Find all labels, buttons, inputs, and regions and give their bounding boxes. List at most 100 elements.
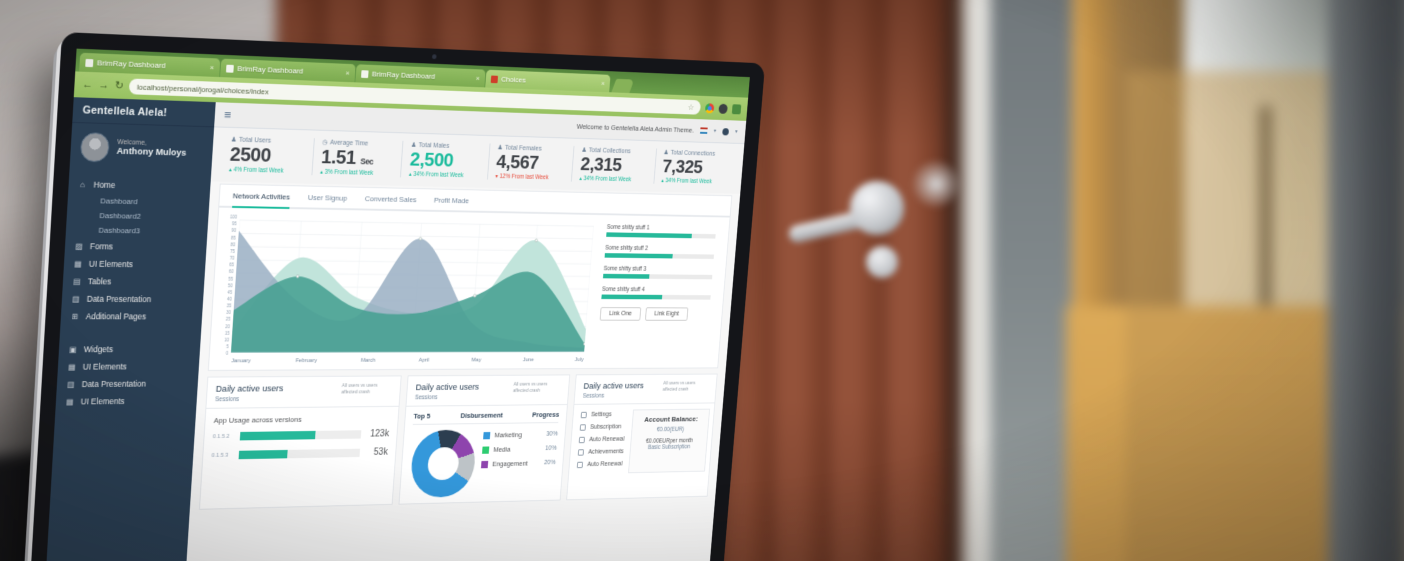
chrome-extension-icon[interactable]	[704, 102, 715, 113]
stat-value: 4,567	[495, 151, 540, 174]
panel-title: Daily active users	[215, 383, 284, 395]
sidebar-item-data-presentation[interactable]: ▥ Data Presentation	[56, 375, 198, 393]
account-plan: Basic Subscription	[647, 444, 691, 451]
laptop-bezel: BrimRay Dashboard × BrimRay Dashboard × Brim…	[23, 32, 766, 561]
link-one-button[interactable]: Link One	[599, 307, 642, 321]
user-menu-icon[interactable]	[722, 127, 730, 136]
tab-converted-sales[interactable]: Converted Sales	[364, 194, 417, 205]
language-flag-icon[interactable]	[699, 127, 708, 134]
settings-item[interactable]: Settings	[581, 412, 627, 419]
donut-row: Marketing 30% Media 10% Engagement 20%	[408, 428, 558, 499]
checkbox-icon[interactable]	[578, 449, 585, 456]
reload-icon[interactable]: ↻	[114, 79, 125, 92]
stat-delta: ▾ 12% From last Week	[495, 173, 549, 182]
daily-active-users-panel-3: Daily active users Sessions All users vs u…	[566, 373, 718, 501]
profile-extension-icon[interactable]	[718, 103, 728, 114]
column-header: Disbursement	[460, 411, 503, 420]
tab-network-activities[interactable]: Network Activities	[232, 192, 291, 208]
column-header: Progress	[532, 410, 560, 419]
legend-label: Media	[493, 445, 511, 454]
chevron-down-icon[interactable]: ▾	[713, 128, 717, 135]
link-buttons: Link One Link Eight	[599, 307, 710, 321]
stat-value: 7,325	[661, 155, 704, 178]
x-tick-label: April	[418, 357, 430, 364]
new-tab-button[interactable]	[611, 78, 635, 94]
settings-label: Auto Renewal	[588, 436, 625, 444]
progress-item: Some shitty stuff 1	[606, 224, 716, 239]
dashboard-app: Gentellela Alela! Welcome, Anthony Muloy…	[42, 97, 747, 561]
sidebar-item-label: UI Elements	[88, 258, 134, 270]
checkbox-icon[interactable]	[577, 461, 584, 469]
checkbox-icon[interactable]	[579, 436, 586, 444]
sidebar-item-ui-elements[interactable]: ▦ UI Elements	[57, 358, 199, 376]
series-slate	[231, 230, 594, 353]
y-tick-label: 45	[227, 289, 233, 295]
panel-title-wrap: Daily active users Sessions	[415, 382, 480, 401]
sidebar-item-ui-elements[interactable]: ▦ UI Elements	[64, 255, 206, 274]
account-balance-card: Account Balance: €0.00(EUR) €0.00EURper mo…	[628, 408, 711, 474]
sidebar-item-data-presentation[interactable]: ▥ Data Presentation	[61, 290, 203, 308]
door-frame	[962, 0, 990, 561]
data-presentation-icon: ▥	[71, 294, 80, 304]
chevron-down-icon[interactable]: ▾	[734, 129, 738, 135]
sidebar-item-ui-elements[interactable]: ▦ UI Elements	[55, 392, 197, 411]
progress-label: Some shitty stuff 2	[605, 245, 649, 252]
y-tick-label: 10	[224, 337, 230, 343]
tab-title: BrimRay Dashboard	[96, 58, 166, 71]
avatar[interactable]	[79, 132, 111, 163]
sidebar-item-label: UI Elements	[82, 361, 127, 372]
progress-column: Some shitty stuff 1 Some shitty stuff 2 So…	[583, 222, 721, 363]
tab-close-icon[interactable]: ×	[345, 68, 351, 78]
account-balance-title: Account Balance:	[644, 415, 699, 424]
stat-delta: ▴ 34% From last Week	[661, 177, 713, 186]
stat-value: 2,500	[409, 148, 455, 172]
stat-tile: ♟ Total Females 4,567 ▾ 12% From last Week	[486, 143, 574, 182]
navbar-welcome-text: Welcome to Gentelella Alela Admin Theme.	[576, 122, 695, 135]
checkbox-icon[interactable]	[580, 424, 587, 431]
tab-profit-made[interactable]: Profit Made	[433, 196, 470, 206]
y-tick-label: 95	[231, 221, 237, 227]
usage-track	[239, 430, 362, 441]
tab-close-icon[interactable]: ×	[475, 73, 481, 83]
progress-track	[602, 273, 713, 280]
widgets-icon: ▣	[69, 344, 77, 354]
tab-title: BrimRay Dashboard	[371, 69, 436, 81]
green-extension-icon[interactable]	[731, 103, 742, 114]
progress-track	[604, 253, 714, 260]
sidebar-item-additional-pages[interactable]: ⊞ Additional Pages	[60, 307, 202, 325]
back-icon[interactable]: ←	[81, 78, 94, 91]
progress-fill	[606, 232, 692, 239]
sidebar-item-widgets[interactable]: ▣ Widgets	[58, 340, 200, 358]
panel-note: All users vs users affected crash	[512, 381, 548, 394]
legend-swatch	[482, 446, 490, 454]
settings-item[interactable]: Subscription	[580, 424, 626, 431]
tab-close-icon[interactable]: ×	[209, 63, 215, 72]
bookmark-star-icon[interactable]: ☆	[687, 102, 695, 112]
link-eight-button[interactable]: Link Eight	[644, 307, 689, 321]
sidebar-item-forms[interactable]: ▨ Forms	[65, 237, 207, 256]
settings-item[interactable]: Auto Renewal	[577, 461, 623, 469]
settings-label: Subscription	[589, 423, 622, 431]
stat-delta: ▴ 34% From last Week	[408, 171, 464, 180]
settings-item[interactable]: Auto Renewal	[579, 436, 625, 444]
legend-swatch	[481, 460, 489, 468]
tab-close-icon[interactable]: ×	[600, 79, 606, 88]
network-activities-panel: Network Activities User Signup Converted S…	[207, 183, 733, 372]
checkbox-icon[interactable]	[581, 411, 588, 419]
x-tick-label: June	[522, 357, 534, 364]
navbar-right: Welcome to Gentelella Alela Admin Theme.…	[576, 122, 738, 136]
x-axis-labels: January February March April May June July	[215, 357, 584, 364]
version-label: 0.1.5.2	[212, 433, 230, 440]
y-tick-label: 60	[228, 269, 234, 275]
forward-icon[interactable]: →	[98, 78, 110, 92]
settings-item[interactable]: Achievements	[578, 449, 624, 456]
hamburger-icon[interactable]: ≡	[223, 107, 232, 123]
graph-body: 100 95 90 85 80 75 70 65 60 55 50 45 40 35 30 25 20 15 10 5…	[209, 208, 730, 370]
y-tick-label: 85	[230, 235, 236, 241]
stat-value: 1.51 Sec	[320, 145, 374, 169]
panel-header: Daily active users Sessions All users vs u…	[406, 375, 570, 407]
sidebar-item-tables[interactable]: ▤ Tables	[62, 272, 204, 291]
tab-user-signup[interactable]: User Signup	[307, 193, 348, 203]
series-teal	[231, 268, 591, 353]
